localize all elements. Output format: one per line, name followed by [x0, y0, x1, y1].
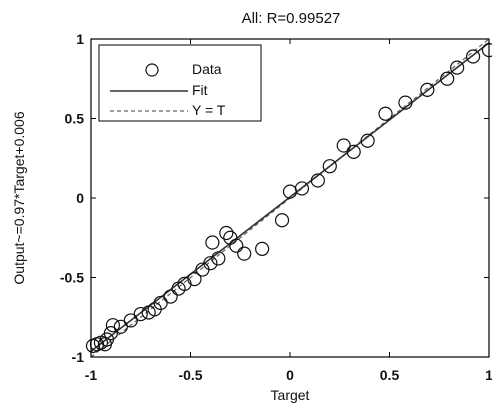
- data-point: [378, 106, 393, 121]
- y-tick-label: 0: [76, 190, 84, 206]
- x-axis-ticks: -1 -0.5 0 0.5 1: [85, 39, 492, 383]
- data-point: [105, 318, 120, 333]
- data-point: [294, 181, 310, 196]
- x-tick-label: 1: [485, 367, 492, 383]
- data-point: [360, 133, 375, 148]
- legend-label-identity: Y = T: [192, 102, 226, 118]
- data-point: [450, 60, 465, 75]
- data-point: [237, 246, 252, 261]
- y-tick-label: 0.5: [65, 111, 85, 127]
- data-point: [123, 313, 138, 328]
- data-point: [322, 159, 337, 174]
- x-axis-label: Target: [271, 387, 310, 403]
- data-point: [163, 289, 178, 304]
- data-point: [103, 326, 119, 341]
- data-point: [255, 241, 270, 256]
- data-point: [211, 251, 226, 266]
- data-point: [465, 49, 481, 64]
- data-point: [310, 173, 325, 188]
- data-point: [219, 225, 234, 241]
- data-point: [177, 276, 192, 291]
- data-point: [336, 138, 351, 153]
- data-point: [346, 144, 361, 159]
- data-point: [153, 295, 168, 311]
- legend-label-data: Data: [192, 61, 222, 77]
- data-point: [203, 256, 218, 271]
- data-point: [420, 82, 435, 97]
- y-tick-label: -0.5: [60, 270, 84, 286]
- data-point: [440, 71, 455, 86]
- data-point: [187, 271, 202, 287]
- x-tick-label: -0.5: [178, 367, 202, 383]
- data-point: [274, 213, 290, 228]
- y-axis-ticks: -1 -0.5 0 0.5 1: [60, 31, 489, 365]
- y-tick-label: -1: [72, 349, 85, 365]
- data-point: [113, 319, 128, 334]
- legend-box: [98, 44, 262, 122]
- legend-data-marker: [145, 63, 159, 77]
- y-tick-label: 1: [76, 31, 84, 47]
- y-axis-label: Output~=0.97*Target+0.006: [11, 111, 27, 284]
- legend-label-fit: Fit: [192, 82, 208, 98]
- data-point: [229, 238, 244, 253]
- x-tick-label: -1: [85, 367, 98, 383]
- data-point: [205, 235, 220, 250]
- data-point: [133, 306, 148, 322]
- data-point: [398, 95, 413, 110]
- data-points-group: [85, 43, 492, 353]
- x-tick-label: 0: [286, 367, 294, 383]
- chart-title: All: R=0.99527: [242, 10, 341, 27]
- x-tick-label: 0.5: [380, 367, 400, 383]
- legend: Data Fit Y = T: [98, 44, 262, 122]
